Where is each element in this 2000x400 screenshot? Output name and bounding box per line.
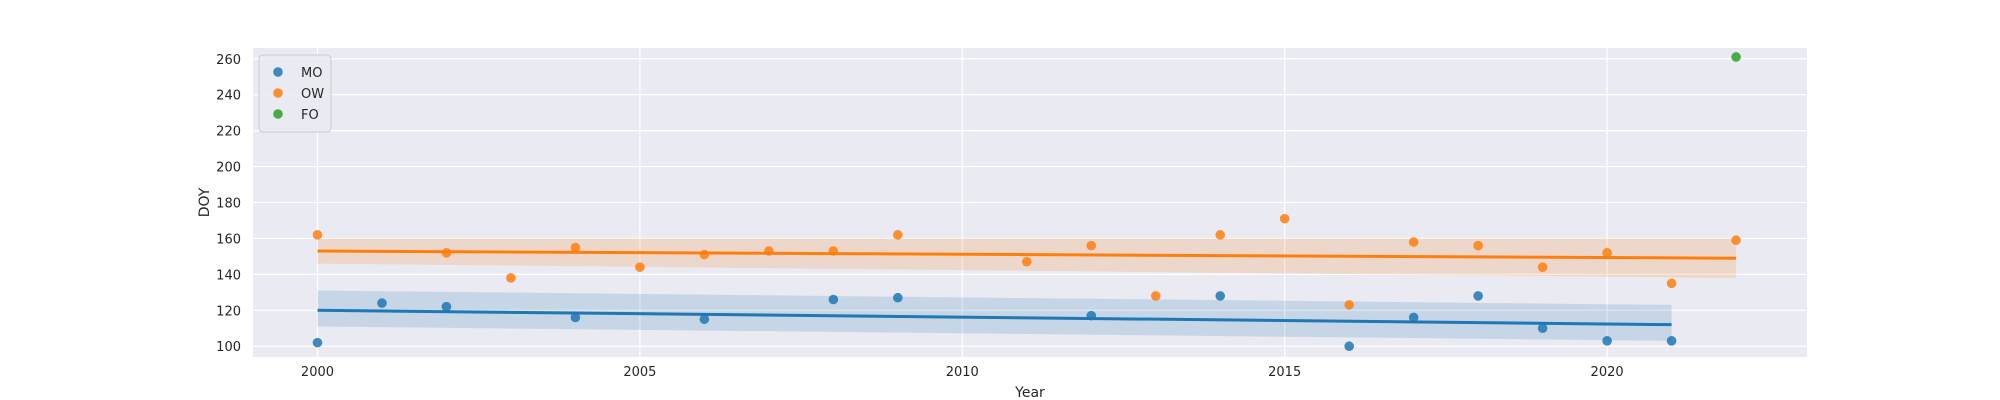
legend-marker-mo — [273, 67, 283, 77]
mo-point — [441, 301, 452, 312]
y-tick-label: 220 — [216, 125, 241, 140]
legend: MO OW FO — [258, 54, 332, 133]
x-tick-label: 2015 — [1268, 365, 1301, 380]
mo-trend-line — [317, 308, 1672, 327]
mo-point — [893, 292, 903, 303]
data-points — [312, 52, 1741, 352]
y-tick-label: 260 — [216, 53, 241, 68]
ow-trend-line — [317, 249, 1737, 260]
x-tick-label: 2005 — [623, 365, 656, 380]
mo-point — [1602, 336, 1612, 346]
y-tick-label: 160 — [216, 232, 241, 247]
mo-point — [1408, 312, 1419, 323]
mo-point — [828, 294, 839, 305]
ow-point — [1215, 230, 1226, 240]
tick-labels: 2000 2005 2010 2015 2020 100 120 140 160 180 200 22… — [216, 53, 1623, 380]
ow-point — [312, 230, 323, 240]
ow-point — [828, 246, 839, 256]
y-tick-label: 200 — [216, 161, 241, 176]
ow-point — [764, 246, 774, 256]
x-tick-label: 2020 — [1591, 365, 1624, 380]
y-tick-label: 100 — [216, 340, 241, 355]
ow-point — [1086, 240, 1097, 251]
mo-point — [570, 312, 581, 323]
mo-point — [1215, 291, 1226, 301]
ow-point — [1731, 235, 1741, 246]
y-tick-label: 180 — [216, 197, 241, 212]
mo-point — [377, 298, 387, 308]
ow-point — [1408, 237, 1419, 247]
fo-point — [1731, 52, 1741, 62]
legend-marker-fo — [273, 109, 283, 119]
x-axis-label: Year — [1014, 385, 1045, 400]
y-axis-label: DOY — [197, 187, 213, 217]
ow-point — [570, 242, 581, 253]
ow-point — [1666, 278, 1677, 289]
ow-point — [1344, 300, 1354, 310]
ow-point — [1279, 213, 1290, 224]
legend-label-ow: OW — [301, 87, 324, 102]
trend-lines — [317, 249, 1737, 327]
ow-point — [699, 249, 710, 260]
mo-point — [1344, 341, 1354, 352]
ow-point — [1473, 240, 1483, 251]
ow-point — [1602, 248, 1612, 258]
mo-point — [312, 337, 323, 348]
x-tick-label: 2000 — [301, 365, 334, 380]
legend-label-fo: FO — [301, 108, 319, 123]
mo-confidence-band — [317, 290, 1672, 341]
y-tick-label: 140 — [216, 268, 241, 283]
legend-label-mo: MO — [301, 66, 322, 81]
mo-point — [699, 314, 710, 325]
ow-point — [1150, 291, 1161, 301]
x-tick-label: 2010 — [946, 365, 979, 380]
mo-point — [1666, 336, 1677, 346]
legend-marker-ow — [273, 88, 283, 98]
y-tick-label: 240 — [216, 89, 241, 104]
mo-point — [1537, 323, 1548, 334]
ow-point — [506, 273, 516, 283]
ow-point — [1021, 256, 1032, 267]
y-tick-label: 120 — [216, 304, 241, 319]
ow-point — [893, 230, 903, 240]
ow-point — [1537, 262, 1548, 272]
ow-point — [635, 262, 645, 272]
mo-point — [1086, 310, 1097, 321]
mo-point — [1473, 291, 1483, 301]
ow-point — [441, 248, 452, 258]
